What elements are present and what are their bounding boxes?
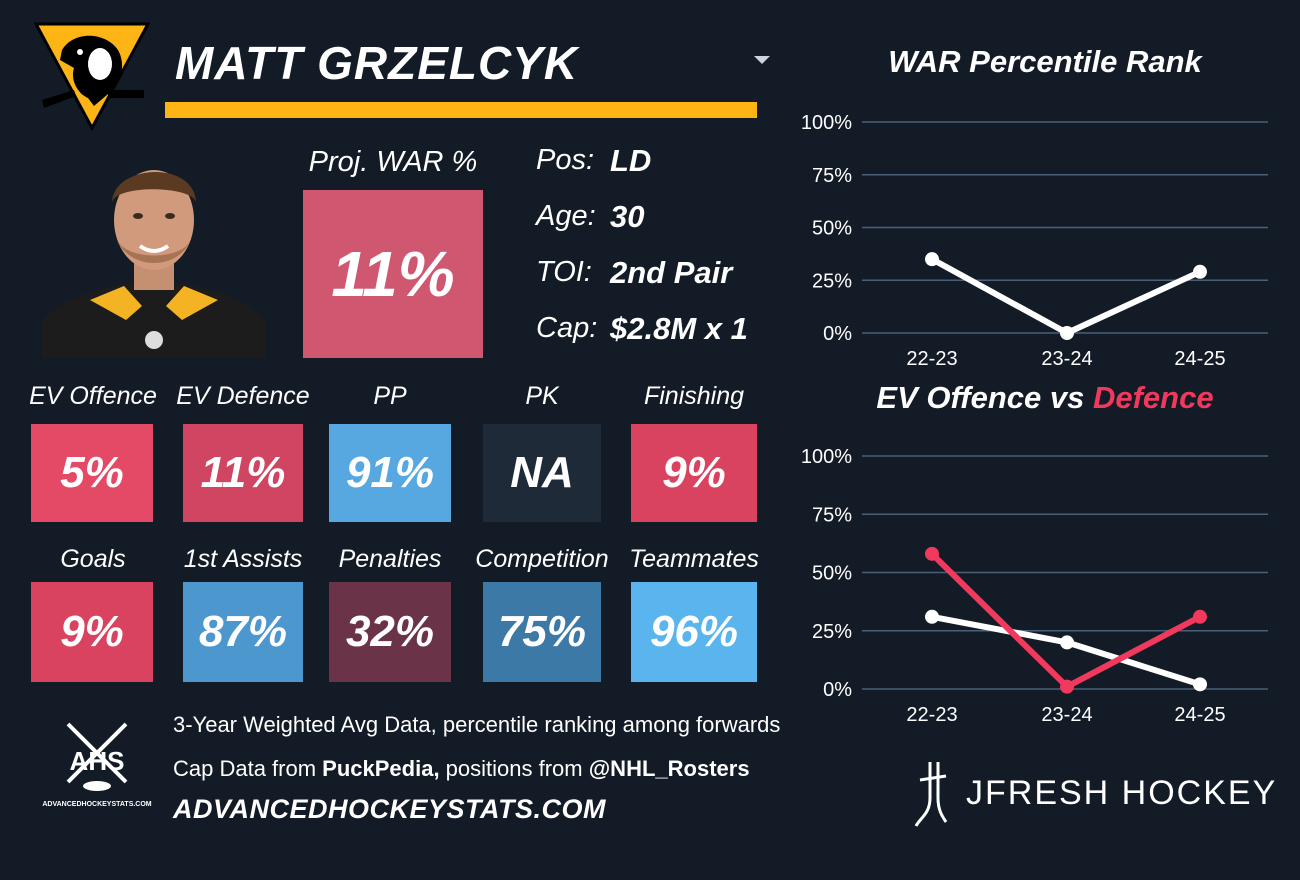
tile-goals: 9% bbox=[31, 582, 153, 682]
x-tick-label: 24-25 bbox=[1174, 348, 1225, 370]
tile-label-goals: Goals bbox=[60, 545, 126, 573]
data-point bbox=[925, 252, 939, 267]
data-point bbox=[925, 546, 939, 561]
data-point bbox=[1060, 326, 1074, 340]
info-key-pos: Pos: bbox=[536, 144, 595, 176]
x-tick-label: 24-25 bbox=[1174, 704, 1225, 726]
info-value-toi: 2nd Pair bbox=[610, 255, 733, 290]
tile-label-finishing: Finishing bbox=[643, 382, 745, 410]
data-point bbox=[1193, 677, 1207, 692]
info-value-age: 30 bbox=[610, 199, 645, 234]
tile-label-pp: PP bbox=[373, 382, 407, 410]
data-point bbox=[1060, 679, 1074, 694]
player-dropdown-chevron-down-icon[interactable] bbox=[754, 56, 770, 64]
player-photo bbox=[42, 170, 266, 358]
y-tick-label: 50% bbox=[812, 218, 852, 240]
site-link[interactable]: ADVANCEDHOCKEYSTATS.COM bbox=[173, 794, 607, 824]
ev-offence-defence-chart: 0% 25% 50% 75% 100% 22-23 23-24 24-25 bbox=[801, 446, 1268, 726]
footer-cap-text: Cap Data from bbox=[173, 756, 323, 781]
footer-line-1: 3-Year Weighted Avg Data, percentile ran… bbox=[173, 712, 781, 737]
tile-label-ev-defence: EV Defence bbox=[176, 382, 310, 410]
tile-finishing: 9% bbox=[631, 424, 757, 522]
penguins-logo-icon bbox=[34, 22, 150, 132]
y-tick-label: 100% bbox=[801, 112, 852, 134]
puckpedia-link[interactable]: PuckPedia, bbox=[322, 756, 440, 781]
y-tick-label: 100% bbox=[801, 446, 852, 468]
player-name: MATT GRZELCYK bbox=[175, 37, 579, 89]
ahs-logo-icon: AHS ADVANCEDHOCKEYSTATS.COM bbox=[42, 722, 152, 808]
y-tick-label: 75% bbox=[812, 504, 852, 526]
war-percentile-chart: 0% 25% 50% 75% 100% 22-23 23-24 24-25 bbox=[801, 112, 1268, 370]
series-line bbox=[929, 550, 1203, 690]
tile-competition: 75% bbox=[483, 582, 601, 682]
y-tick-label: 50% bbox=[812, 563, 852, 585]
y-tick-label: 25% bbox=[812, 621, 852, 643]
proj-war-value: 11% bbox=[303, 190, 483, 358]
info-key-cap: Cap: bbox=[536, 312, 598, 344]
y-tick-label: 0% bbox=[823, 679, 852, 701]
tile-penalties: 32% bbox=[329, 582, 451, 682]
name-underline bbox=[165, 102, 757, 118]
data-point bbox=[1060, 635, 1074, 650]
chart-2-title-defence: Defence bbox=[1092, 380, 1214, 415]
chart-1-title: WAR Percentile Rank bbox=[888, 44, 1202, 79]
ahs-logo-subtext: ADVANCEDHOCKEYSTATS.COM bbox=[42, 801, 151, 808]
tile-pk: NA bbox=[483, 424, 601, 522]
ahs-logo-text: AHS bbox=[70, 746, 125, 776]
tile-pp: 91% bbox=[329, 424, 451, 522]
info-key-toi: TOI: bbox=[536, 256, 592, 288]
data-point bbox=[1193, 609, 1207, 624]
info-value-cap: $2.8M x 1 bbox=[610, 311, 748, 346]
brand-text: JFRESH HOCKEY bbox=[966, 774, 1277, 812]
tile-teammates: 96% bbox=[631, 582, 757, 682]
series-line bbox=[929, 256, 1203, 336]
tile-label-1st-assists: 1st Assists bbox=[183, 545, 303, 573]
x-tick-label: 23-24 bbox=[1041, 348, 1092, 370]
x-tick-label: 22-23 bbox=[906, 704, 957, 726]
y-tick-label: 0% bbox=[823, 323, 852, 345]
proj-war-label: Proj. WAR % bbox=[308, 146, 478, 178]
tile-label-pk: PK bbox=[525, 382, 559, 410]
tile-label-teammates: Teammates bbox=[629, 545, 759, 573]
chart-2-title-offence: EV Offence vs bbox=[876, 380, 1093, 415]
series-line bbox=[929, 613, 1203, 688]
x-tick-label: 23-24 bbox=[1041, 704, 1092, 726]
x-tick-label: 22-23 bbox=[906, 348, 957, 370]
tile-ev-offence: 5% bbox=[31, 424, 153, 522]
y-tick-label: 75% bbox=[812, 165, 852, 187]
tile-label-ev-offence: EV Offence bbox=[29, 382, 157, 410]
footer-positions-text: positions from bbox=[439, 756, 589, 781]
chart-2-title: EV Offence vs Defence bbox=[830, 380, 1260, 416]
data-point bbox=[925, 609, 939, 624]
tile-label-penalties: Penalties bbox=[338, 545, 442, 573]
data-point bbox=[1193, 264, 1207, 279]
jfresh-hockey-logo: JFRESH HOCKEY bbox=[914, 762, 1277, 827]
info-key-age: Age: bbox=[536, 200, 596, 232]
y-tick-label: 25% bbox=[812, 270, 852, 292]
info-value-pos: LD bbox=[610, 143, 652, 178]
nhl-rosters-link[interactable]: @NHL_Rosters bbox=[588, 756, 750, 781]
tile-1st-assists: 87% bbox=[183, 582, 303, 682]
tile-label-competition: Competition bbox=[475, 545, 609, 573]
tile-ev-defence: 11% bbox=[183, 424, 303, 522]
footer-line-2: Cap Data from PuckPedia, positions from … bbox=[173, 756, 750, 782]
